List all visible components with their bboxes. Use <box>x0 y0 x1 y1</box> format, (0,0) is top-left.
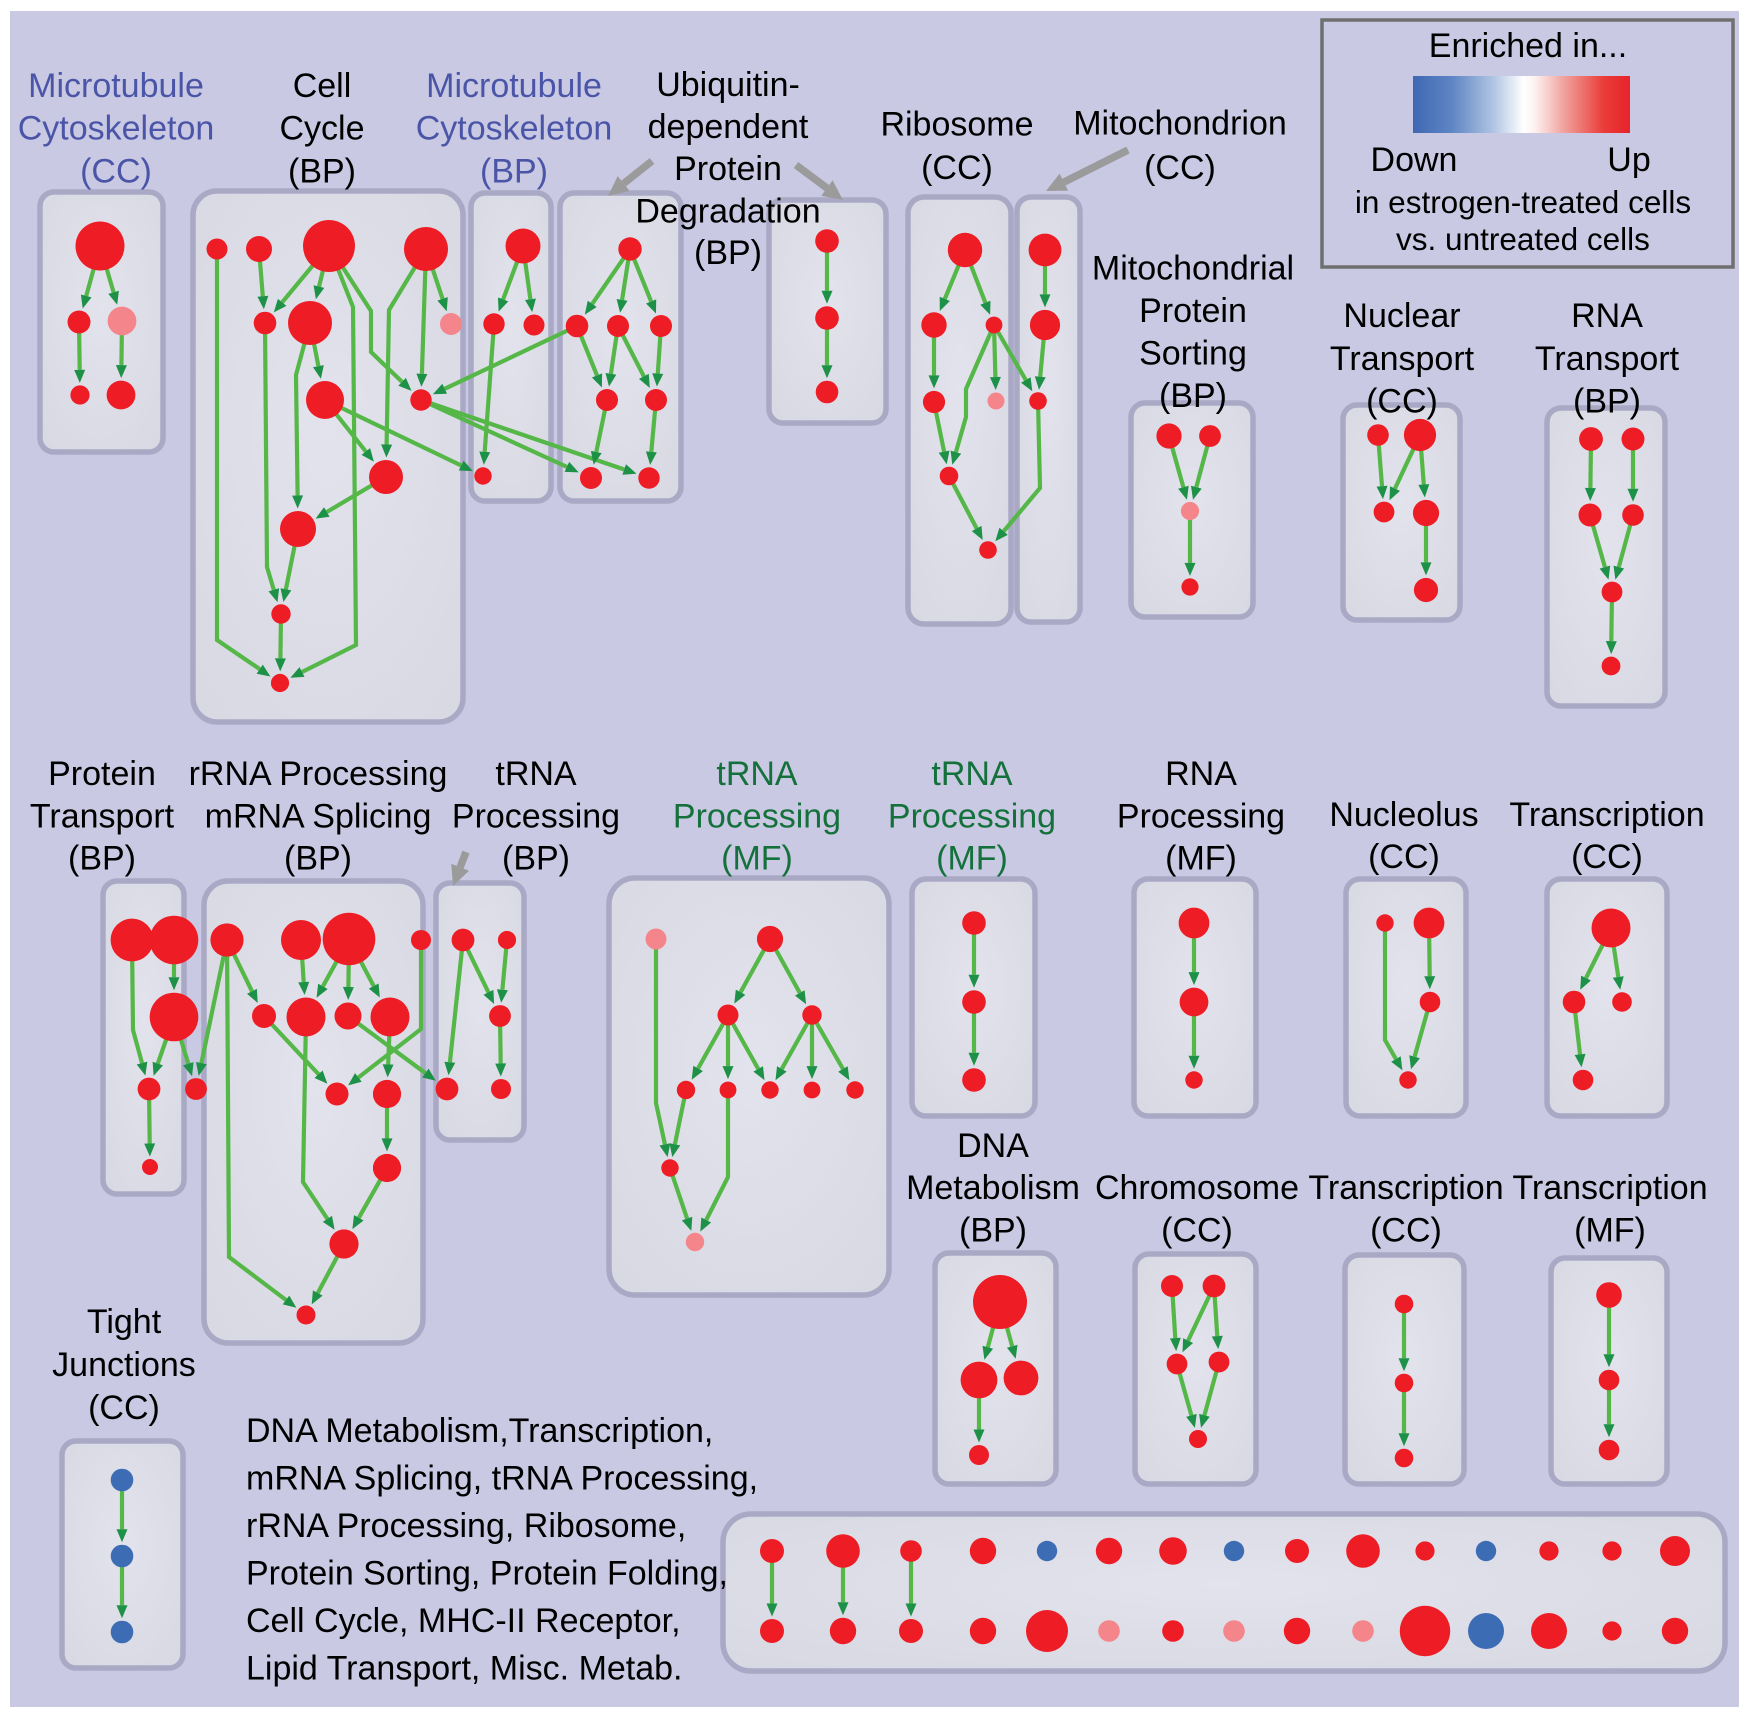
svg-text:(MF): (MF) <box>936 840 1008 878</box>
svg-text:dependent: dependent <box>648 108 809 146</box>
svg-text:Nuclear: Nuclear <box>1343 297 1460 335</box>
svg-text:tRNA: tRNA <box>931 755 1013 793</box>
svg-text:Transport: Transport <box>1535 340 1680 378</box>
svg-text:vs. untreated cells: vs. untreated cells <box>1396 221 1650 257</box>
svg-text:Protein: Protein <box>1139 292 1247 330</box>
svg-text:Protein: Protein <box>48 755 156 793</box>
svg-text:Chromosome: Chromosome <box>1095 1169 1299 1207</box>
svg-text:(CC): (CC) <box>921 149 993 187</box>
svg-text:(BP): (BP) <box>1159 377 1227 415</box>
svg-text:tRNA: tRNA <box>495 755 577 793</box>
svg-text:mRNA Splicing, tRNA Processing: mRNA Splicing, tRNA Processing, <box>246 1460 758 1498</box>
svg-text:tRNA: tRNA <box>716 755 798 793</box>
svg-text:Mitochondrial: Mitochondrial <box>1092 250 1294 288</box>
svg-text:Up: Up <box>1607 141 1650 179</box>
svg-text:Protein Sorting, Protein Foldi: Protein Sorting, Protein Folding, <box>246 1555 728 1593</box>
svg-text:Down: Down <box>1371 141 1458 179</box>
svg-text:(CC): (CC) <box>1144 149 1216 187</box>
svg-text:(BP): (BP) <box>1573 383 1641 421</box>
svg-text:Lipid Transport, Misc. Metab.: Lipid Transport, Misc. Metab. <box>246 1650 683 1688</box>
svg-text:(CC): (CC) <box>1370 1212 1442 1250</box>
svg-text:Metabolism: Metabolism <box>906 1169 1080 1207</box>
svg-text:Protein: Protein <box>674 150 782 188</box>
svg-text:Tight: Tight <box>87 1303 162 1341</box>
svg-text:(BP): (BP) <box>480 153 548 191</box>
svg-text:RNA: RNA <box>1571 297 1643 335</box>
svg-text:Enriched in...: Enriched in... <box>1429 27 1627 65</box>
svg-text:(CC): (CC) <box>80 153 152 191</box>
svg-text:Transcription: Transcription <box>1509 796 1704 834</box>
svg-text:Ubiquitin-: Ubiquitin- <box>656 66 800 104</box>
svg-text:rRNA Processing, Ribosome,: rRNA Processing, Ribosome, <box>246 1507 686 1545</box>
svg-text:Transport: Transport <box>1330 340 1475 378</box>
svg-text:Processing: Processing <box>888 798 1056 836</box>
svg-text:(MF): (MF) <box>1574 1212 1646 1250</box>
svg-text:DNA: DNA <box>957 1127 1029 1165</box>
svg-text:Microtubule: Microtubule <box>426 67 602 105</box>
svg-text:Cytoskeleton: Cytoskeleton <box>416 110 613 148</box>
svg-text:Cycle: Cycle <box>279 110 364 148</box>
svg-text:(BP): (BP) <box>284 840 352 878</box>
svg-text:Cytoskeleton: Cytoskeleton <box>18 110 215 148</box>
svg-text:(CC): (CC) <box>1366 383 1438 421</box>
svg-text:(CC): (CC) <box>88 1389 160 1427</box>
svg-text:Processing: Processing <box>673 798 841 836</box>
svg-text:(CC): (CC) <box>1571 838 1643 876</box>
svg-text:Degradation: Degradation <box>635 193 820 231</box>
svg-text:(BP): (BP) <box>694 234 762 272</box>
svg-text:(CC): (CC) <box>1161 1212 1233 1250</box>
svg-text:(BP): (BP) <box>288 153 356 191</box>
svg-text:Nucleolus: Nucleolus <box>1329 796 1478 834</box>
svg-text:in estrogen-treated cells: in estrogen-treated cells <box>1355 184 1691 220</box>
svg-text:RNA: RNA <box>1165 755 1237 793</box>
svg-text:rRNA Processing: rRNA Processing <box>189 755 448 793</box>
svg-text:mRNA Splicing: mRNA Splicing <box>205 798 432 836</box>
svg-text:Ribosome: Ribosome <box>880 106 1033 144</box>
svg-text:Processing: Processing <box>1117 798 1285 836</box>
svg-text:Junctions: Junctions <box>52 1346 196 1384</box>
svg-text:Transcription: Transcription <box>1308 1169 1503 1207</box>
svg-text:Transport: Transport <box>30 798 175 836</box>
svg-text:(BP): (BP) <box>68 840 136 878</box>
svg-text:Cell: Cell <box>293 67 352 105</box>
svg-text:(CC): (CC) <box>1368 838 1440 876</box>
svg-text:DNA Metabolism,Transcription,: DNA Metabolism,Transcription, <box>246 1412 713 1450</box>
svg-text:(MF): (MF) <box>1165 840 1237 878</box>
svg-text:(BP): (BP) <box>502 840 570 878</box>
svg-text:Processing: Processing <box>452 798 620 836</box>
svg-text:Mitochondrion: Mitochondrion <box>1073 105 1287 143</box>
svg-text:(MF): (MF) <box>721 840 793 878</box>
svg-text:Cell Cycle, MHC-II Receptor,: Cell Cycle, MHC-II Receptor, <box>246 1602 681 1640</box>
svg-text:Microtubule: Microtubule <box>28 67 204 105</box>
svg-text:Transcription: Transcription <box>1512 1169 1707 1207</box>
svg-text:Sorting: Sorting <box>1139 335 1247 373</box>
svg-text:(BP): (BP) <box>959 1212 1027 1250</box>
